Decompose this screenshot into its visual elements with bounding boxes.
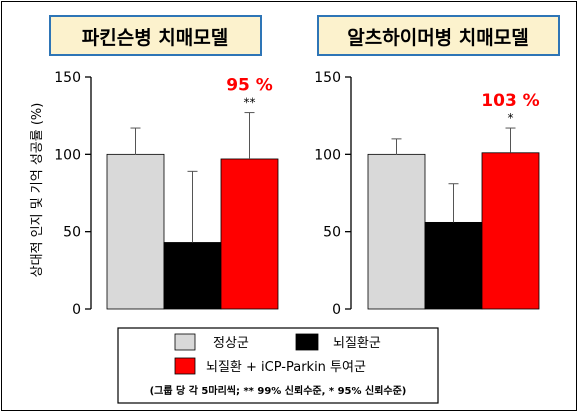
- y-tick-label: 150: [54, 70, 81, 86]
- y-tick-label: 100: [54, 147, 81, 163]
- y-tick-label: 0: [72, 302, 81, 318]
- bar-disease: [163, 242, 222, 310]
- highlight-percentage: 95 %: [226, 76, 273, 96]
- significance-marker: *: [508, 111, 514, 125]
- y-tick-label: 100: [314, 147, 341, 163]
- bar-treated: [481, 152, 540, 310]
- y-tick-label: 150: [314, 70, 341, 86]
- chart-panel-1: 0 50 100 150 **95 %: [54, 70, 279, 318]
- panel-title-1: 파킨슨병 치매모델: [82, 27, 228, 49]
- y-tick-label: 50: [323, 225, 341, 241]
- chart-panel-2: 0 50 100 150 *103 %: [314, 70, 539, 318]
- bar-treated: [220, 158, 279, 310]
- bar-normal: [106, 153, 165, 310]
- highlight-percentage: 103 %: [481, 91, 539, 111]
- y-axis-label: 상대적 인지 및 기억 성공률 (%): [30, 103, 45, 278]
- error-bar-disease: [187, 170, 198, 243]
- error-bar-normal: [130, 127, 141, 155]
- legend-swatch-disease: [295, 333, 319, 351]
- error-bar-treated: [244, 112, 255, 159]
- error-bar-disease: [448, 183, 459, 223]
- y-tick-label: 50: [63, 225, 81, 241]
- y-tick-label: 0: [332, 302, 341, 318]
- panel-title-box-2: [317, 15, 560, 56]
- bar-disease: [424, 221, 483, 310]
- legend-note: (그룹 당 각 5마리씩; ** 99% 신뢰수준, * 95% 신뢰수준): [150, 384, 407, 397]
- legend-label-disease: 뇌질환군: [333, 336, 381, 351]
- panel-title-2: 알츠하이머병 치매모델: [347, 27, 528, 49]
- panel-title-box-1: [49, 15, 262, 56]
- legend-label-treated: 뇌질환 + iCP-Parkin 투여군: [206, 360, 366, 375]
- significance-marker: **: [244, 96, 256, 110]
- bar-normal: [367, 153, 426, 310]
- legend-box: [117, 327, 439, 404]
- error-bar-normal: [391, 138, 402, 155]
- error-bar-treated: [505, 127, 516, 153]
- legend-swatch-treated: [174, 357, 196, 375]
- legend-label-normal: 정상군: [213, 336, 249, 351]
- legend-swatch-normal: [174, 333, 196, 351]
